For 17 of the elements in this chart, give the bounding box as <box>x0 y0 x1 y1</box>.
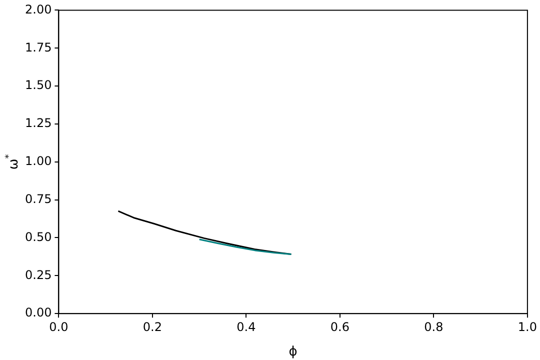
x-axis-title: ϕ <box>288 344 298 360</box>
y-tick-label: 0.50 <box>25 230 52 244</box>
x-tick-label: 1.0 <box>518 320 538 334</box>
x-tick-label: 0.2 <box>142 320 162 334</box>
y-axis-title: ω* <box>4 154 22 170</box>
x-tick-label: 0.0 <box>49 320 68 334</box>
x-tick-label: 0.6 <box>330 320 350 334</box>
y-tick-label: 1.25 <box>25 116 52 130</box>
y-tick-label: 1.50 <box>25 78 52 92</box>
x-tick-label: 0.8 <box>424 320 444 334</box>
y-tick-label: 1.00 <box>25 154 52 168</box>
x-tick-label: 0.4 <box>236 320 256 334</box>
y-tick-label: 1.75 <box>25 40 52 54</box>
y-tick-label: 0.75 <box>25 192 52 206</box>
y-tick-label: 0.25 <box>25 268 52 282</box>
y-tick-label: 0.00 <box>25 306 52 320</box>
y-tick-label: 2.00 <box>25 2 52 16</box>
